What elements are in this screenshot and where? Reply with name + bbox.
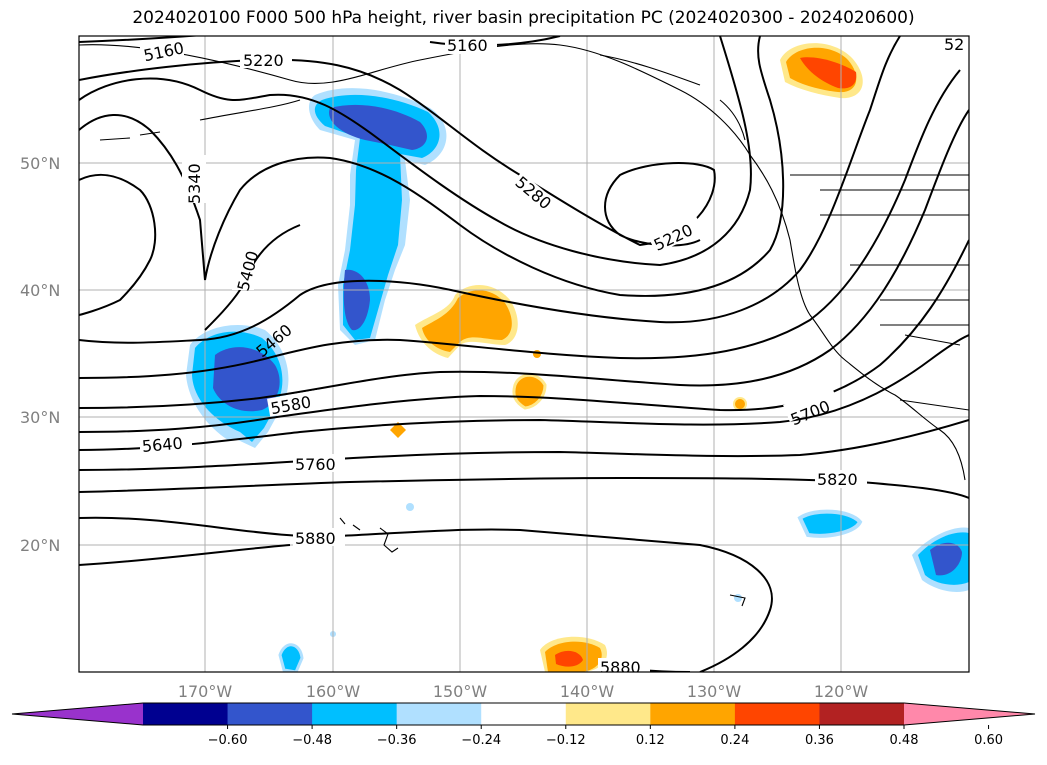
contour-label-5220: 5220 [243,51,284,70]
contour-5880b [79,544,291,566]
neg-shade-east [797,509,863,538]
colorbar [11,702,1036,726]
neg-shade-dot1 [406,503,414,511]
lat-label-40: 40°N [20,281,60,300]
colorbar-bin [819,703,905,725]
colorbar-bin [650,703,736,725]
pos-shade-dot1 [533,350,541,358]
colorbar-tick-label: −0.24 [461,733,501,748]
colorbar-extend-min [12,703,143,725]
colorbar-bin [734,703,820,725]
contour-labels: 5160 5220 5160 5280 5220 5340 5400 5460 … [140,35,969,677]
contour-5280 [79,36,752,267]
contour-5880 [79,516,773,672]
colorbar-tick-label: −0.12 [546,733,586,748]
lon-label-170w: 170°W [178,682,233,701]
colorbar-tick-label: 0.60 [974,733,1003,748]
pos-shade-dot2 [390,422,406,438]
contour-5580 [79,109,969,409]
colorbar-bin [565,703,651,725]
contour-label-5160b: 5160 [447,36,488,55]
colorbar-labels: −0.60 −0.48 −0.36 −0.24 −0.12 0.12 0.24 0.36 0.4… [208,725,1003,748]
contour-label-5820: 5820 [817,470,858,489]
lat-label-50: 50°N [20,154,60,173]
colorbar-tick-label: 0.12 [636,733,665,748]
pos-shade-ne-dark [800,57,857,89]
lon-label-120w: 120°W [814,682,869,701]
pos-shade-south-dark [555,650,583,667]
contour-5460 [79,36,901,344]
colorbar-extend-max [904,703,1035,725]
neg-shade-west-dark [213,347,280,412]
contour-5700 [79,334,969,451]
contour-5160 [79,36,203,43]
colorbar-bin [312,703,398,725]
lat-label-20: 20°N [20,536,60,555]
colorbar-bin [143,703,229,725]
precip-anomaly-shading [186,43,969,672]
lon-label-150w: 150°W [433,682,488,701]
latitude-labels: 50°N 40°N 30°N 20°N [20,154,60,555]
colorbar-tick-label: −0.60 [208,733,248,748]
colorbar-tick-label: 0.48 [890,733,919,748]
pos-shade-center-mid [422,290,512,352]
pos-shade-dot3 [733,397,747,411]
map-title: 2024020100 F000 500 hPa height, river ba… [132,8,915,28]
colorbar-tick-label: 0.36 [805,733,834,748]
map-border [78,35,970,673]
neg-shade-se-dark [930,542,962,576]
neg-shade-south [278,643,304,672]
colorbar-tick-label: 0.24 [720,733,749,748]
contour-label-5880b: 5880 [600,658,641,677]
height-contours [79,36,969,672]
colorbar-outline [11,702,1036,726]
contour-label-52: 52 [944,35,964,54]
contour-label-5640: 5640 [141,433,183,455]
longitude-labels: 170°W 160°W 150°W 140°W 130°W 120°W [178,682,869,701]
colorbar-bin [481,703,567,725]
neg-shade-dot3 [734,594,742,602]
contour-5760 [79,419,969,471]
contour-label-5760: 5760 [295,455,336,474]
contour-label-5880: 5880 [295,529,336,548]
neg-shade-gulf-dark [329,104,427,150]
pos-shade-small1 [512,373,547,410]
lon-label-160w: 160°W [306,682,361,701]
colorbar-bin [227,703,313,725]
contour-5640 [79,239,969,433]
neg-shade-gulf-dark2 [343,269,370,331]
contour-5520 [79,69,961,379]
lon-label-140w: 140°W [560,682,615,701]
colorbar-tick-label: −0.48 [292,733,332,748]
contour-label-5340: 5340 [185,163,204,204]
lon-label-130w: 130°W [687,682,742,701]
colorbar-tick-label: −0.36 [377,733,417,748]
lat-label-30: 30°N [20,408,60,427]
contour-5400 [79,173,157,316]
colorbar-bin [396,703,482,725]
